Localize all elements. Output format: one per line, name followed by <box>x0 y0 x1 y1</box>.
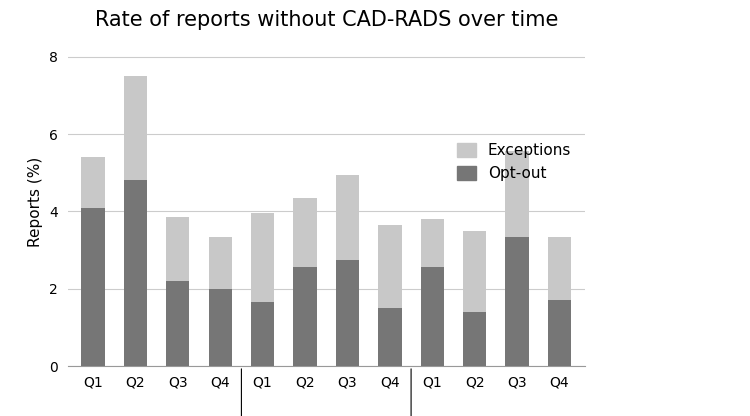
Bar <box>378 225 401 308</box>
Bar <box>209 237 232 289</box>
Y-axis label: Reports (%): Reports (%) <box>28 157 44 247</box>
Title: Rate of reports without CAD-RADS over time: Rate of reports without CAD-RADS over ti… <box>94 10 558 30</box>
Bar <box>506 151 529 237</box>
Bar <box>548 300 572 366</box>
Bar <box>124 76 147 181</box>
Bar <box>421 267 444 366</box>
Bar <box>463 312 487 366</box>
Bar <box>421 219 444 267</box>
Bar <box>463 231 487 312</box>
Bar <box>548 237 572 300</box>
Bar <box>81 208 104 366</box>
Legend: Exceptions, Opt-out: Exceptions, Opt-out <box>452 137 578 187</box>
Bar <box>251 302 274 366</box>
Bar <box>166 281 190 366</box>
Bar <box>378 308 401 366</box>
Bar <box>336 175 359 260</box>
Bar <box>293 198 316 267</box>
Bar <box>209 289 232 366</box>
Bar <box>293 267 316 366</box>
Bar <box>124 181 147 366</box>
Bar <box>251 213 274 302</box>
Bar <box>506 237 529 366</box>
Bar <box>166 217 190 281</box>
Bar <box>81 157 104 208</box>
Bar <box>336 260 359 366</box>
